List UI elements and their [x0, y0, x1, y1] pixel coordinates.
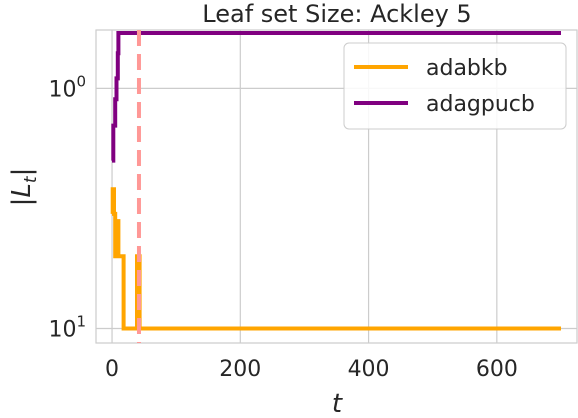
y-tick-exponent: 1	[76, 312, 86, 330]
x-tick-label: 600	[476, 357, 518, 382]
x-tick-labels: 0 200 400 600	[105, 357, 518, 382]
legend-label-adabkb: adabkb	[426, 56, 508, 81]
y-tick-label: 100	[48, 72, 86, 102]
series-group	[110, 30, 561, 343]
y-axis-label-main: |L	[7, 183, 37, 206]
legend-label-adagpucb: adagpucb	[426, 92, 535, 117]
series-line-adagpucb	[111, 31, 561, 163]
y-axis-label-subscript: t	[21, 175, 41, 183]
y-axis-label: |Lt|	[7, 168, 41, 207]
x-axis-label: t	[332, 389, 343, 418]
chart-title: Leaf set Size: Ackley 5	[202, 0, 471, 28]
x-tick-label: 200	[219, 357, 261, 382]
y-tick-exponent: 0	[76, 72, 86, 90]
plot-frame	[95, 29, 578, 344]
y-tick-base: 10	[48, 317, 76, 342]
x-tick-label: 0	[105, 357, 119, 382]
x-tick-label: 400	[348, 357, 390, 382]
y-tick-label: 101	[48, 312, 86, 342]
y-tick-base: 10	[48, 77, 76, 102]
legend: adabkb adagpucb	[343, 42, 567, 130]
y-axis-label-close: |	[7, 168, 37, 177]
legend-box	[343, 42, 567, 130]
